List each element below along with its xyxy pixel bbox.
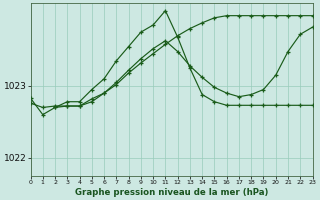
X-axis label: Graphe pression niveau de la mer (hPa): Graphe pression niveau de la mer (hPa)	[75, 188, 268, 197]
